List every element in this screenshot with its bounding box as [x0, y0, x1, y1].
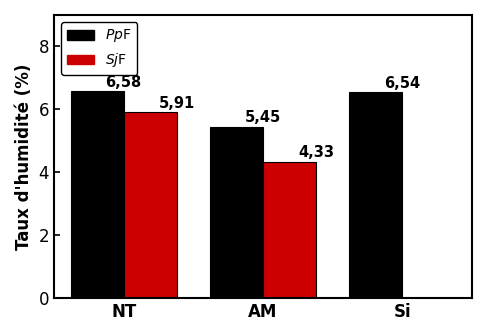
Text: 6,58: 6,58: [106, 75, 142, 90]
Bar: [71, 91, 124, 298]
Text: 5,91: 5,91: [158, 96, 195, 111]
Bar: [210, 127, 263, 298]
Text: 5,45: 5,45: [245, 110, 281, 125]
Legend: $Pp$F, $Sj$F: $Pp$F, $Sj$F: [61, 22, 137, 75]
Text: 6,54: 6,54: [384, 76, 420, 91]
Bar: [263, 162, 316, 298]
Y-axis label: Taux d'humidité (%): Taux d'humidité (%): [15, 64, 33, 250]
Bar: [124, 112, 177, 298]
Text: 4,33: 4,33: [298, 145, 334, 160]
Bar: [349, 92, 402, 298]
